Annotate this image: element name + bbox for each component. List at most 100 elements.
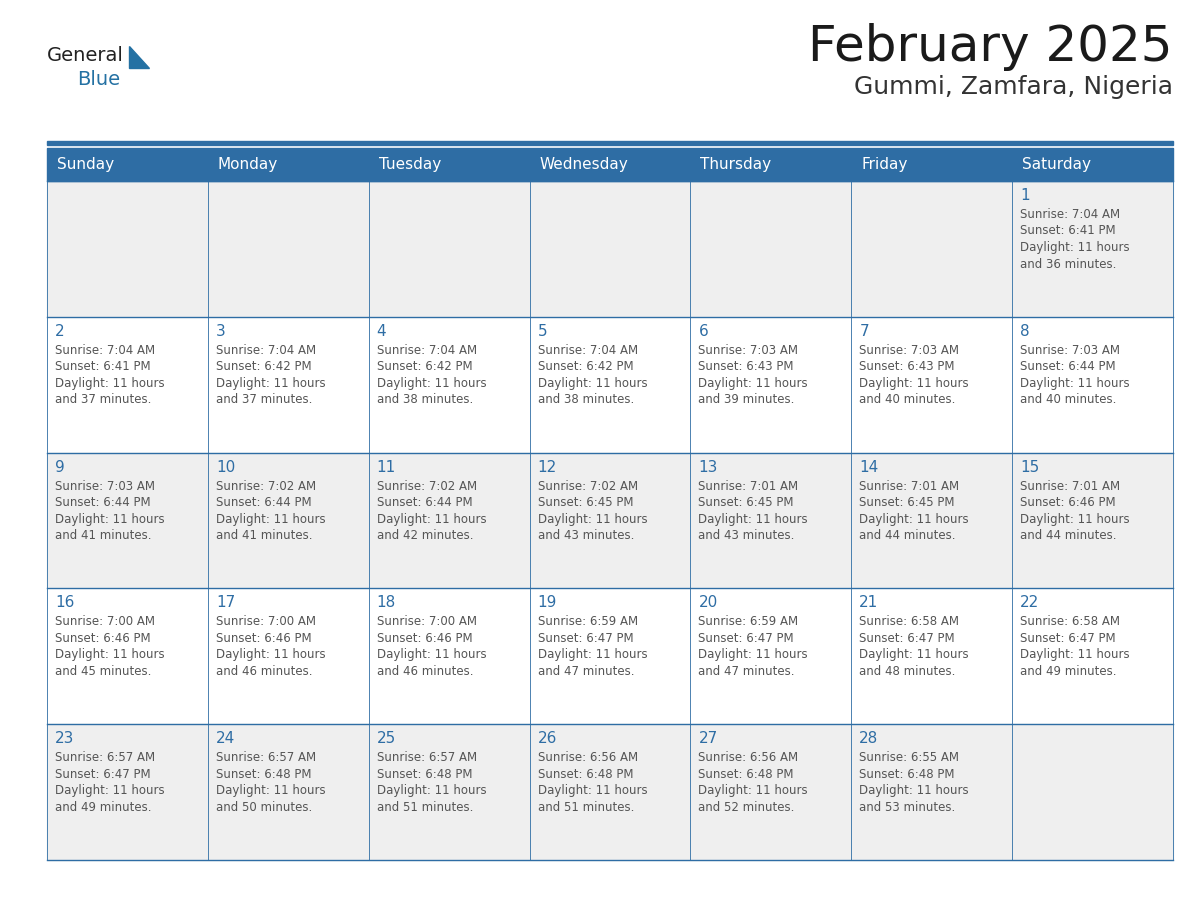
Text: 16: 16: [55, 596, 75, 610]
Text: 5: 5: [538, 324, 548, 339]
Text: Friday: Friday: [861, 157, 908, 172]
Text: and 49 minutes.: and 49 minutes.: [55, 800, 152, 813]
Text: 17: 17: [216, 596, 235, 610]
Text: and 50 minutes.: and 50 minutes.: [216, 800, 312, 813]
Text: Sunset: 6:45 PM: Sunset: 6:45 PM: [538, 496, 633, 509]
Text: Daylight: 11 hours: Daylight: 11 hours: [216, 376, 326, 390]
Text: and 47 minutes.: and 47 minutes.: [699, 665, 795, 677]
Text: Gummi, Zamfara, Nigeria: Gummi, Zamfara, Nigeria: [854, 75, 1173, 99]
Text: Daylight: 11 hours: Daylight: 11 hours: [377, 648, 486, 661]
Text: Sunset: 6:44 PM: Sunset: 6:44 PM: [377, 496, 473, 509]
Text: and 43 minutes.: and 43 minutes.: [699, 529, 795, 543]
Text: Daylight: 11 hours: Daylight: 11 hours: [216, 512, 326, 526]
Text: Daylight: 11 hours: Daylight: 11 hours: [1020, 512, 1130, 526]
Text: and 40 minutes.: and 40 minutes.: [859, 393, 955, 407]
Text: and 51 minutes.: and 51 minutes.: [377, 800, 473, 813]
Text: Sunrise: 7:00 AM: Sunrise: 7:00 AM: [377, 615, 476, 629]
Text: Daylight: 11 hours: Daylight: 11 hours: [538, 784, 647, 797]
Text: Sunrise: 7:02 AM: Sunrise: 7:02 AM: [216, 479, 316, 493]
Text: and 46 minutes.: and 46 minutes.: [377, 665, 473, 677]
Text: Sunset: 6:47 PM: Sunset: 6:47 PM: [859, 632, 955, 645]
Text: Daylight: 11 hours: Daylight: 11 hours: [377, 784, 486, 797]
Text: 4: 4: [377, 324, 386, 339]
Text: Sunset: 6:48 PM: Sunset: 6:48 PM: [377, 767, 472, 780]
Text: 9: 9: [55, 460, 65, 475]
Text: Sunrise: 6:56 AM: Sunrise: 6:56 AM: [538, 751, 638, 764]
Text: 13: 13: [699, 460, 718, 475]
Text: Sunset: 6:42 PM: Sunset: 6:42 PM: [538, 360, 633, 374]
Text: Daylight: 11 hours: Daylight: 11 hours: [1020, 241, 1130, 254]
Text: Daylight: 11 hours: Daylight: 11 hours: [1020, 648, 1130, 661]
Text: and 51 minutes.: and 51 minutes.: [538, 800, 634, 813]
Text: and 39 minutes.: and 39 minutes.: [699, 393, 795, 407]
Text: Sunset: 6:47 PM: Sunset: 6:47 PM: [55, 767, 151, 780]
Text: Sunset: 6:46 PM: Sunset: 6:46 PM: [1020, 496, 1116, 509]
Text: Daylight: 11 hours: Daylight: 11 hours: [859, 512, 969, 526]
Text: Sunrise: 6:57 AM: Sunrise: 6:57 AM: [377, 751, 476, 764]
Bar: [48, 181, 1173, 317]
Text: Sunset: 6:45 PM: Sunset: 6:45 PM: [699, 496, 794, 509]
Polygon shape: [129, 46, 148, 68]
Text: Sunset: 6:47 PM: Sunset: 6:47 PM: [699, 632, 794, 645]
Text: Sunrise: 6:56 AM: Sunrise: 6:56 AM: [699, 751, 798, 764]
Text: 3: 3: [216, 324, 226, 339]
Text: and 41 minutes.: and 41 minutes.: [55, 529, 152, 543]
Text: Sunrise: 7:04 AM: Sunrise: 7:04 AM: [216, 344, 316, 357]
Text: and 45 minutes.: and 45 minutes.: [55, 665, 151, 677]
Text: Sunset: 6:42 PM: Sunset: 6:42 PM: [216, 360, 311, 374]
Text: Sunrise: 6:55 AM: Sunrise: 6:55 AM: [859, 751, 959, 764]
Text: Daylight: 11 hours: Daylight: 11 hours: [699, 376, 808, 390]
Text: February 2025: February 2025: [809, 23, 1173, 71]
Text: 8: 8: [1020, 324, 1030, 339]
Text: Sunset: 6:46 PM: Sunset: 6:46 PM: [216, 632, 311, 645]
Text: Sunrise: 7:01 AM: Sunrise: 7:01 AM: [1020, 479, 1120, 493]
Text: and 44 minutes.: and 44 minutes.: [1020, 529, 1117, 543]
Text: and 38 minutes.: and 38 minutes.: [377, 393, 473, 407]
Text: and 41 minutes.: and 41 minutes.: [216, 529, 312, 543]
Text: Sunset: 6:41 PM: Sunset: 6:41 PM: [55, 360, 151, 374]
Text: and 53 minutes.: and 53 minutes.: [859, 800, 955, 813]
Text: Wednesday: Wednesday: [539, 157, 628, 172]
Text: Sunrise: 7:04 AM: Sunrise: 7:04 AM: [538, 344, 638, 357]
Text: and 42 minutes.: and 42 minutes.: [377, 529, 473, 543]
Text: Sunset: 6:44 PM: Sunset: 6:44 PM: [216, 496, 311, 509]
Bar: [48, 148, 1173, 181]
Text: 12: 12: [538, 460, 557, 475]
Text: Sunrise: 7:00 AM: Sunrise: 7:00 AM: [216, 615, 316, 629]
Text: 28: 28: [859, 732, 879, 746]
Text: 7: 7: [859, 324, 868, 339]
Text: 15: 15: [1020, 460, 1040, 475]
Text: Daylight: 11 hours: Daylight: 11 hours: [216, 648, 326, 661]
Text: Thursday: Thursday: [701, 157, 771, 172]
Text: Sunrise: 6:58 AM: Sunrise: 6:58 AM: [1020, 615, 1120, 629]
Text: Blue: Blue: [77, 70, 120, 89]
Text: Sunrise: 6:57 AM: Sunrise: 6:57 AM: [55, 751, 156, 764]
Text: Sunset: 6:46 PM: Sunset: 6:46 PM: [377, 632, 473, 645]
Text: Daylight: 11 hours: Daylight: 11 hours: [55, 512, 165, 526]
Bar: [48, 141, 1173, 145]
Text: Sunday: Sunday: [57, 157, 114, 172]
Text: Sunset: 6:43 PM: Sunset: 6:43 PM: [859, 360, 955, 374]
Text: Sunrise: 6:59 AM: Sunrise: 6:59 AM: [699, 615, 798, 629]
Text: 24: 24: [216, 732, 235, 746]
Text: and 37 minutes.: and 37 minutes.: [216, 393, 312, 407]
Text: Daylight: 11 hours: Daylight: 11 hours: [699, 648, 808, 661]
Text: Daylight: 11 hours: Daylight: 11 hours: [859, 376, 969, 390]
Text: and 48 minutes.: and 48 minutes.: [859, 665, 955, 677]
Text: 21: 21: [859, 596, 879, 610]
Text: General: General: [48, 46, 124, 65]
Text: 6: 6: [699, 324, 708, 339]
Text: Daylight: 11 hours: Daylight: 11 hours: [699, 512, 808, 526]
Text: Daylight: 11 hours: Daylight: 11 hours: [1020, 376, 1130, 390]
Text: Sunrise: 6:57 AM: Sunrise: 6:57 AM: [216, 751, 316, 764]
Text: Daylight: 11 hours: Daylight: 11 hours: [538, 376, 647, 390]
Text: 26: 26: [538, 732, 557, 746]
Text: Daylight: 11 hours: Daylight: 11 hours: [699, 784, 808, 797]
Text: Daylight: 11 hours: Daylight: 11 hours: [538, 648, 647, 661]
Bar: [48, 588, 1173, 724]
Text: Daylight: 11 hours: Daylight: 11 hours: [55, 784, 165, 797]
Text: Sunrise: 7:03 AM: Sunrise: 7:03 AM: [55, 479, 154, 493]
Text: Sunset: 6:47 PM: Sunset: 6:47 PM: [538, 632, 633, 645]
Text: and 44 minutes.: and 44 minutes.: [859, 529, 956, 543]
Text: 14: 14: [859, 460, 879, 475]
